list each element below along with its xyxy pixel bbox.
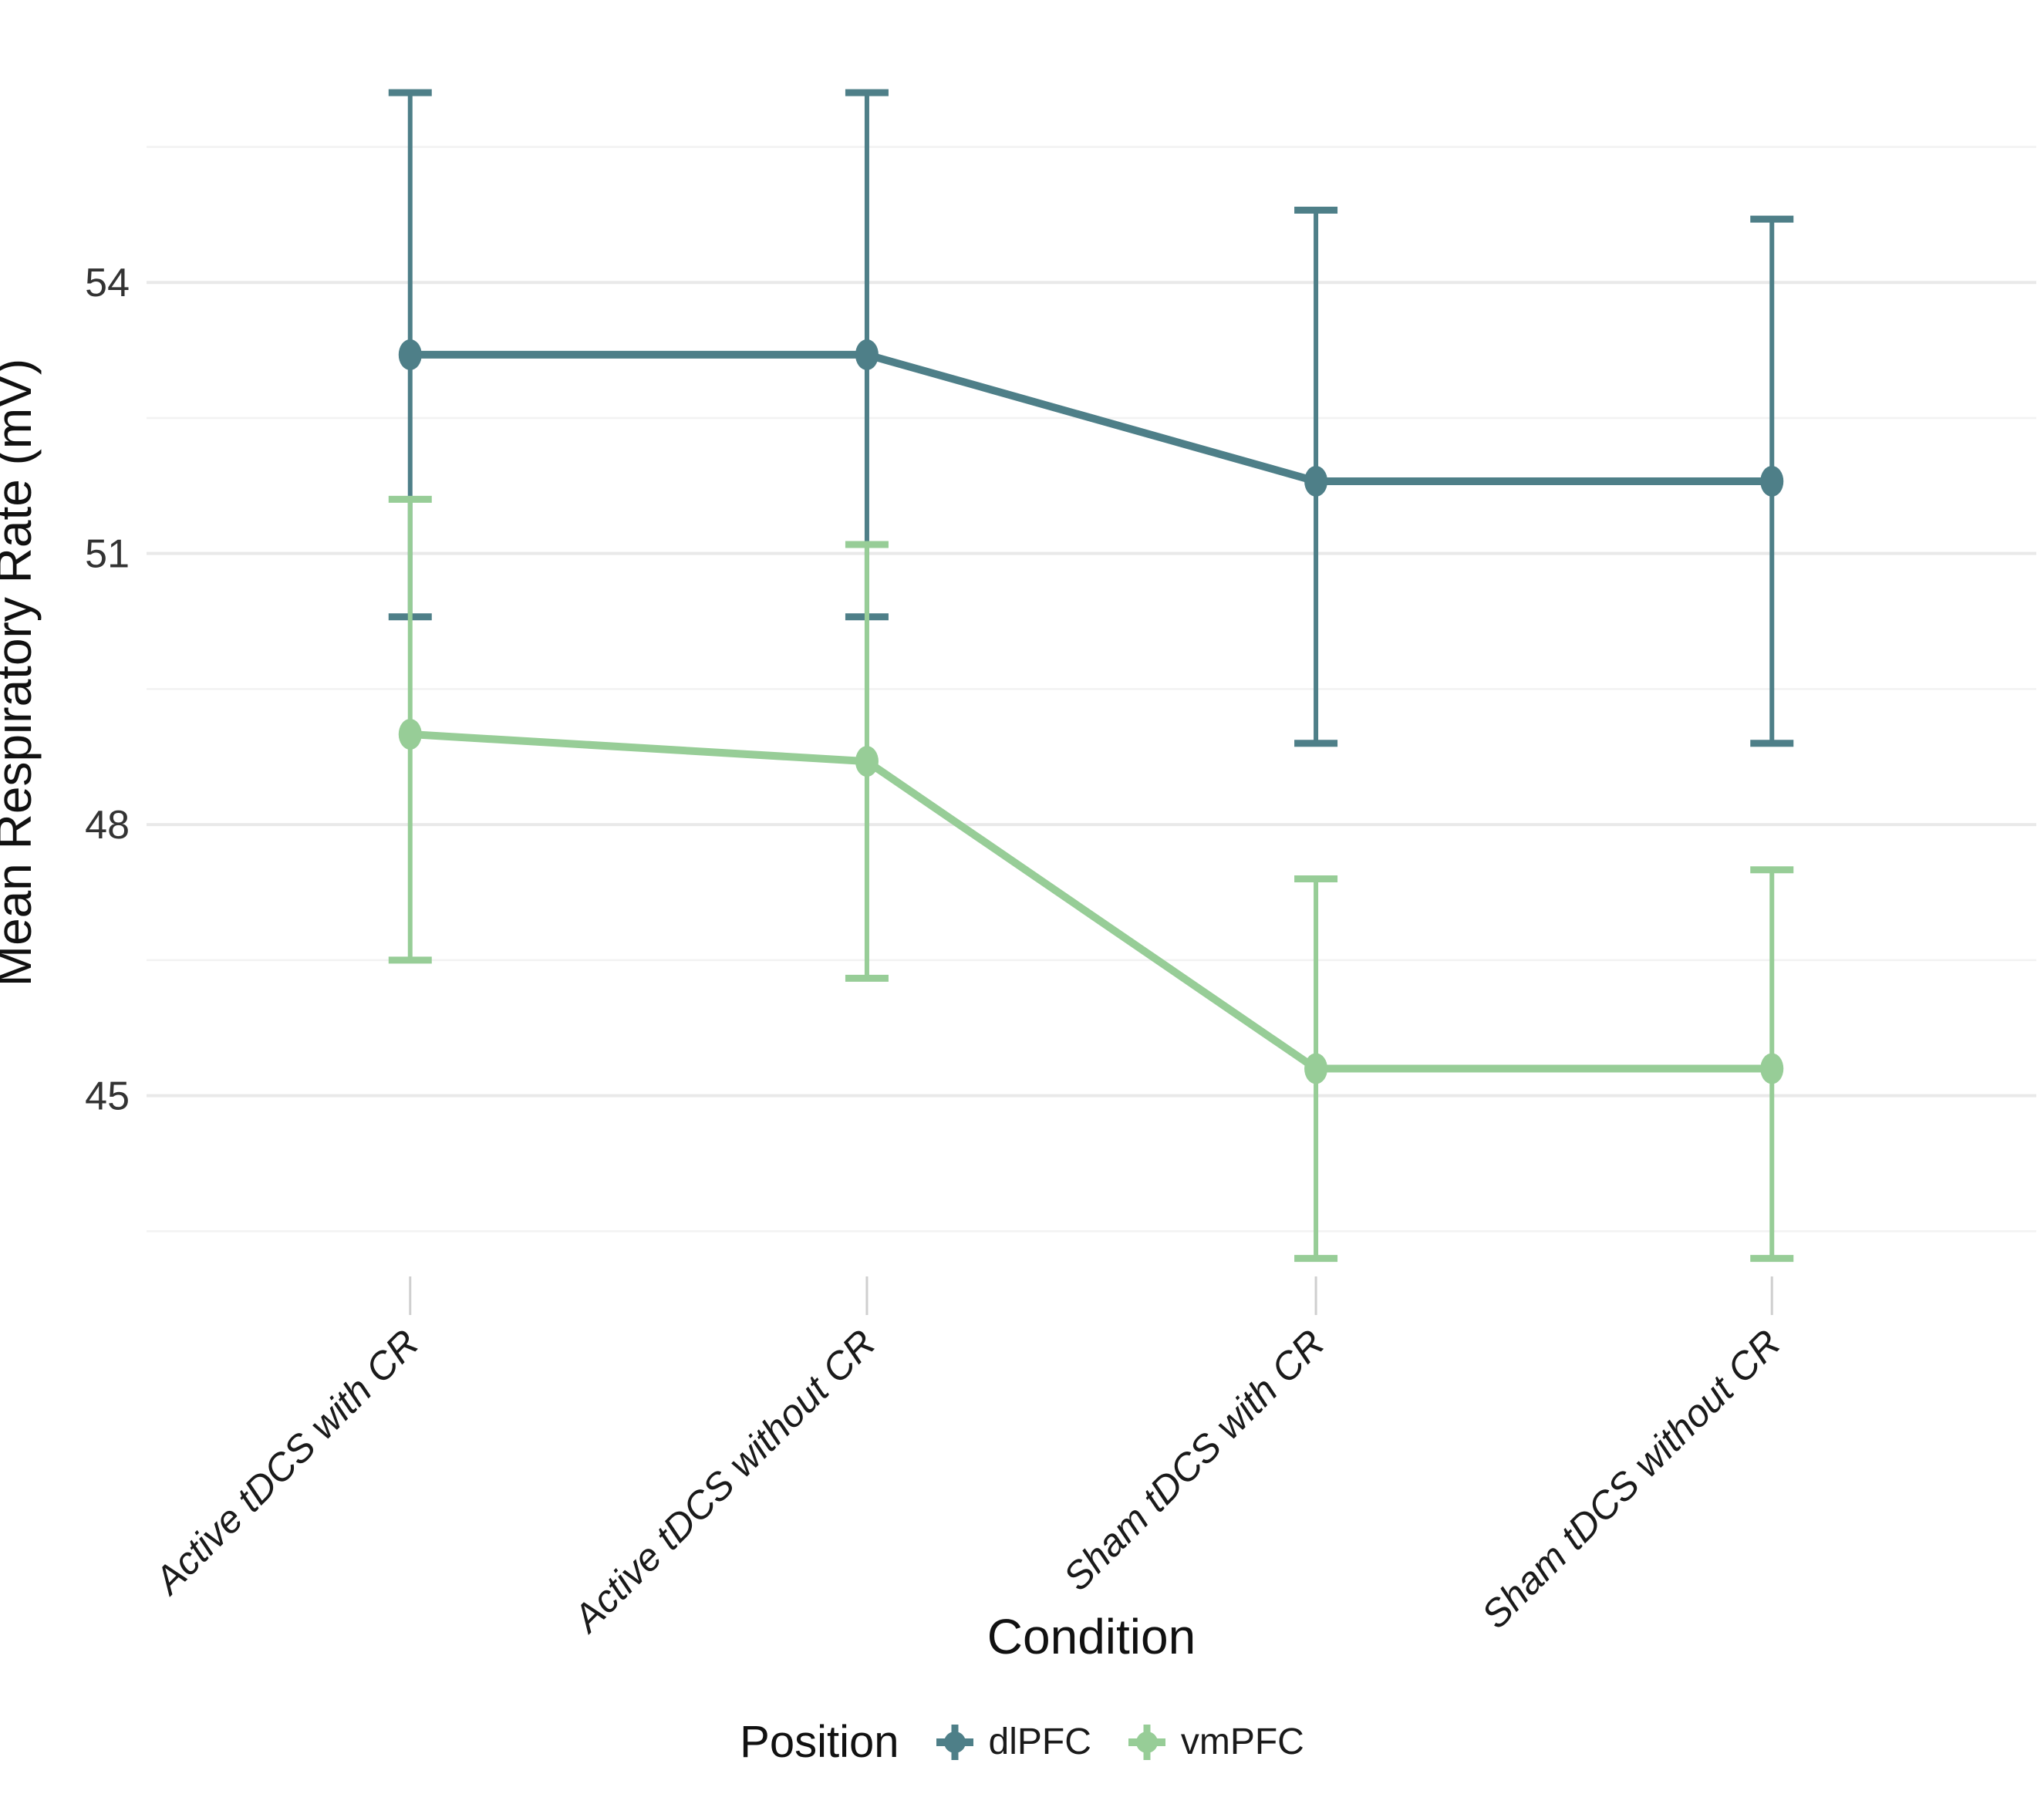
x-category-label: Active tDCS without CR (564, 1321, 884, 1641)
y-tick-label: 54 (85, 261, 130, 305)
x-category-label: Sham tDCS with CR (1055, 1321, 1333, 1599)
series-line-vmPFC (410, 730, 1772, 1073)
legend-item-vmpfc: vmPFC (1125, 1721, 1304, 1764)
y-axis-title-text: Mean Respiratory Rate (mV) (0, 358, 42, 987)
data-point-dlPFC (1304, 465, 1328, 497)
legend-label-vmpfc: vmPFC (1180, 1721, 1304, 1762)
data-point-vmPFC (855, 746, 879, 777)
y-tick-label: 51 (85, 532, 130, 577)
data-point-vmPFC (1304, 1053, 1328, 1084)
legend: Position dlPFC vmPFC (0, 1716, 2044, 1768)
legend-label-dlpfc: dlPFC (988, 1721, 1091, 1762)
y-tick-label: 48 (85, 803, 130, 848)
data-point-dlPFC (855, 339, 879, 370)
data-point-dlPFC (398, 339, 422, 370)
x-category-label: Active tDCS with CR (145, 1321, 427, 1603)
vmpfc-pointrange-key-icon (1128, 1724, 1165, 1760)
series-line-dlPFC (410, 350, 1772, 485)
y-tick-label: 45 (85, 1074, 130, 1119)
data-point-vmPFC (1760, 1053, 1784, 1084)
x-axis-title: Condition (987, 1609, 1196, 1664)
dlpfc-pointrange-key-icon (936, 1724, 973, 1760)
data-point-vmPFC (398, 719, 422, 750)
legend-title: Position (740, 1717, 899, 1767)
x-category-label: Sham tDCS without CR (1473, 1321, 1789, 1637)
legend-item-dlpfc: dlPFC (933, 1721, 1091, 1764)
data-point-dlPFC (1760, 465, 1784, 497)
